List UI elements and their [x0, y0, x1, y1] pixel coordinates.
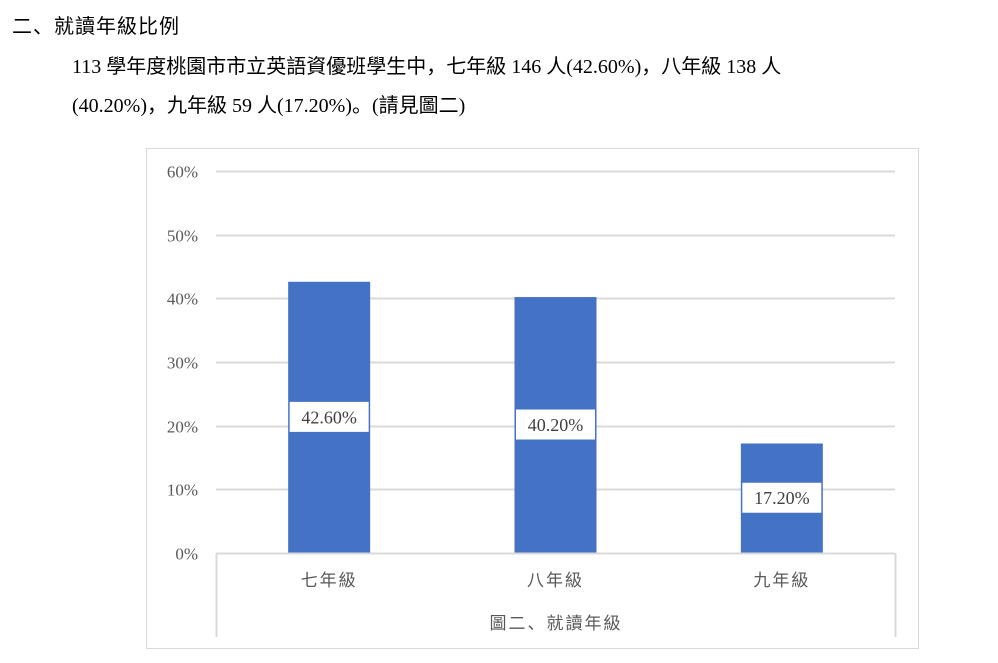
x-axis-title: 圖二、就讀年級	[490, 614, 623, 633]
y-tick-label: 60%	[167, 163, 198, 182]
x-category-label: 九年級	[753, 571, 810, 590]
data-label: 42.60%	[301, 407, 357, 427]
data-label-box	[515, 408, 596, 441]
y-tick-label: 40%	[167, 290, 198, 309]
x-category-label: 八年級	[527, 571, 584, 590]
body-paragraph: 113 學年度桃園市市立英語資優班學生中，七年級 146 人(42.60%)，八…	[72, 48, 992, 126]
y-tick-label: 0%	[175, 545, 198, 564]
y-tick-label: 30%	[167, 354, 198, 373]
y-tick-label: 10%	[167, 481, 198, 500]
paragraph-line-1: 113 學年度桃園市市立英語資優班學生中，七年級 146 人(42.60%)，八…	[72, 56, 782, 78]
paragraph-line-2: (40.20%)，九年級 59 人(17.20%)。(請見圖二)	[72, 95, 466, 117]
data-label: 40.20%	[528, 415, 584, 435]
section-heading: 二、就讀年級比例	[12, 16, 180, 38]
data-label-box	[288, 400, 370, 433]
x-category-label: 七年級	[301, 571, 358, 590]
data-label-box	[741, 481, 823, 514]
y-tick-label: 50%	[167, 227, 198, 246]
y-tick-label: 20%	[167, 418, 198, 437]
data-label: 17.20%	[754, 488, 810, 508]
